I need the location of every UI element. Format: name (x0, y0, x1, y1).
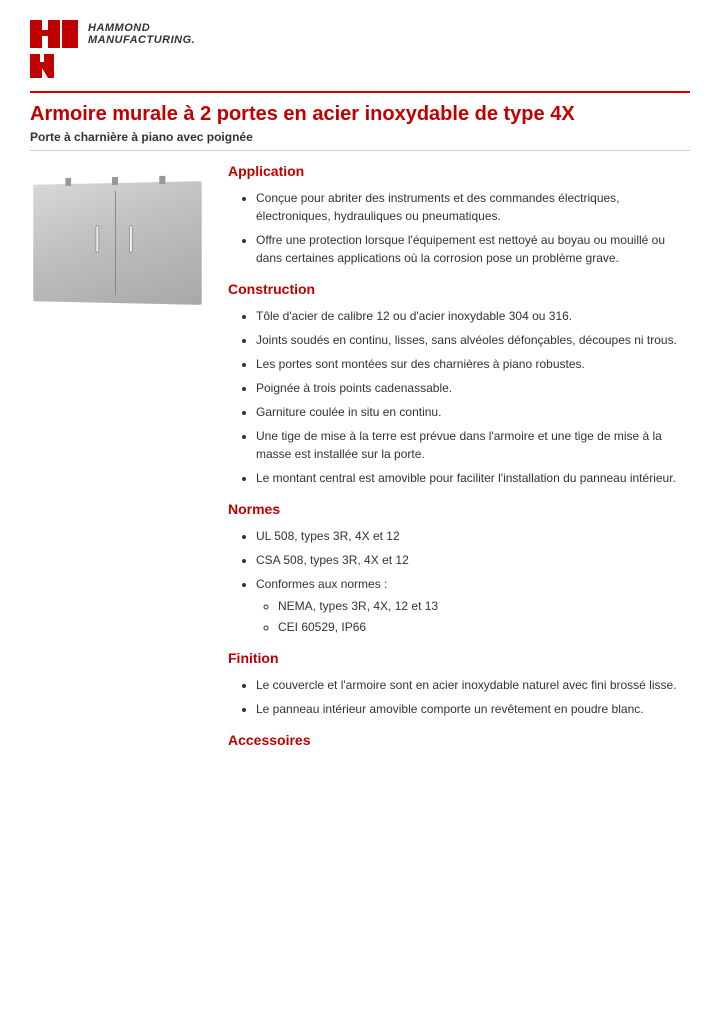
list-item: Le panneau intérieur amovible comporte u… (256, 700, 690, 718)
section-heading-accessoires: Accessoires (228, 732, 690, 748)
list-item: Poignée à trois points cadenassable. (256, 379, 690, 397)
page-title: Armoire murale à 2 portes en acier inoxy… (30, 103, 690, 126)
logo-area: HAMMOND MANUFACTURING. (30, 20, 690, 81)
list-item: Garniture coulée in situ en continu. (256, 403, 690, 421)
list-item: Conformes aux normes : NEMA, types 3R, 4… (256, 575, 690, 636)
brand-text: HAMMOND MANUFACTURING. (88, 22, 195, 46)
header-rule (30, 91, 690, 93)
list-item: NEMA, types 3R, 4X, 12 et 13 (278, 597, 690, 615)
sublist-normes: NEMA, types 3R, 4X, 12 et 13 CEI 60529, … (256, 597, 690, 636)
list-item: Le montant central est amovible pour fac… (256, 469, 690, 487)
list-item: Offre une protection lorsque l'équipemen… (256, 231, 690, 267)
brand-sub-logo-icon (30, 54, 70, 78)
list-item: CSA 508, types 3R, 4X et 12 (256, 551, 690, 569)
text-column: Application Conçue pour abriter des inst… (228, 163, 690, 758)
section-heading-construction: Construction (228, 281, 690, 297)
list-item: Conçue pour abriter des instruments et d… (256, 189, 690, 225)
list-item: Joints soudés en continu, lisses, sans a… (256, 331, 690, 349)
list-normes: UL 508, types 3R, 4X et 12 CSA 508, type… (228, 527, 690, 636)
list-item: CEI 60529, IP66 (278, 618, 690, 636)
brand-line1: HAMMOND (88, 22, 195, 34)
page-subtitle: Porte à charnière à piano avec poignée (30, 130, 690, 144)
product-image (33, 181, 201, 305)
section-heading-normes: Normes (228, 501, 690, 517)
brand-line2: MANUFACTURING. (88, 34, 195, 46)
list-item: UL 508, types 3R, 4X et 12 (256, 527, 690, 545)
list-item: Le couvercle et l'armoire sont en acier … (256, 676, 690, 694)
list-construction: Tôle d'acier de calibre 12 ou d'acier in… (228, 307, 690, 487)
brand-logo-icon (30, 20, 78, 48)
image-column (30, 163, 210, 758)
list-item: Tôle d'acier de calibre 12 ou d'acier in… (256, 307, 690, 325)
section-heading-finition: Finition (228, 650, 690, 666)
list-item: Une tige de mise à la terre est prévue d… (256, 427, 690, 463)
list-finition: Le couvercle et l'armoire sont en acier … (228, 676, 690, 718)
section-heading-application: Application (228, 163, 690, 179)
list-item: Les portes sont montées sur des charnièr… (256, 355, 690, 373)
content-row: Application Conçue pour abriter des inst… (30, 163, 690, 758)
list-application: Conçue pour abriter des instruments et d… (228, 189, 690, 267)
list-item-text: Conformes aux normes : (256, 577, 387, 591)
subtitle-rule (30, 150, 690, 151)
